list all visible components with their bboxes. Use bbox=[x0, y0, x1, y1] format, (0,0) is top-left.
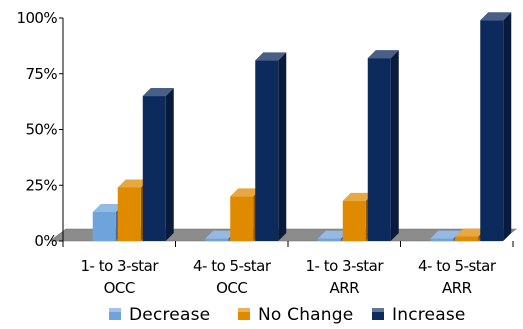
x-tick-label: OCC bbox=[104, 279, 135, 297]
legend-swatch-highlight bbox=[109, 308, 121, 312]
bar-top bbox=[342, 192, 374, 201]
y-tick-label: 0% bbox=[34, 232, 57, 250]
legend-swatch-highlight bbox=[238, 308, 250, 312]
bar-decrease bbox=[430, 238, 454, 241]
bar-top bbox=[430, 230, 462, 239]
legend-label: No Change bbox=[258, 305, 353, 325]
x-tick-label: ARR bbox=[329, 279, 359, 297]
legend-label: Decrease bbox=[129, 305, 210, 325]
bar-top bbox=[142, 88, 174, 97]
bar-top bbox=[480, 12, 512, 21]
bar-top bbox=[230, 188, 262, 197]
bar-side bbox=[503, 12, 512, 242]
legend-label: Increase bbox=[392, 305, 466, 325]
bar-increase bbox=[480, 20, 504, 242]
bar-top bbox=[92, 204, 124, 213]
x-tick-label: ARR bbox=[442, 279, 472, 297]
x-tick-label: 1- to 3-star bbox=[305, 257, 384, 275]
bar-top bbox=[367, 50, 399, 59]
bar-top bbox=[205, 230, 237, 239]
bar-decrease bbox=[92, 212, 116, 241]
bar-top bbox=[117, 179, 149, 188]
legend-swatch-highlight bbox=[372, 308, 384, 312]
bar-no-change bbox=[117, 187, 141, 241]
bar-side bbox=[278, 52, 287, 242]
x-tick-label: OCC bbox=[216, 279, 247, 297]
bar-decrease bbox=[205, 238, 229, 241]
y-tick-label: 100% bbox=[17, 9, 58, 27]
bar-no-change bbox=[342, 200, 366, 241]
x-tick-label: 4- to 5-star bbox=[418, 257, 497, 275]
bar-top bbox=[455, 228, 487, 237]
y-tick-label: 75% bbox=[25, 65, 57, 83]
x-tick-label: 4- to 5-star bbox=[193, 257, 272, 275]
bar-no-change bbox=[230, 196, 254, 241]
bar-increase bbox=[255, 60, 279, 242]
bar-decrease bbox=[317, 238, 341, 241]
bar-no-change bbox=[455, 236, 479, 241]
bar-increase bbox=[367, 58, 391, 241]
x-tick-label: 1- to 3-star bbox=[80, 257, 159, 275]
y-tick-label: 25% bbox=[25, 176, 57, 194]
bar-top bbox=[317, 230, 349, 239]
y-tick-label: 50% bbox=[25, 121, 57, 139]
bar-increase bbox=[142, 96, 166, 241]
bar-top bbox=[255, 52, 287, 61]
bar-side bbox=[390, 50, 399, 241]
bar-side bbox=[165, 88, 174, 241]
